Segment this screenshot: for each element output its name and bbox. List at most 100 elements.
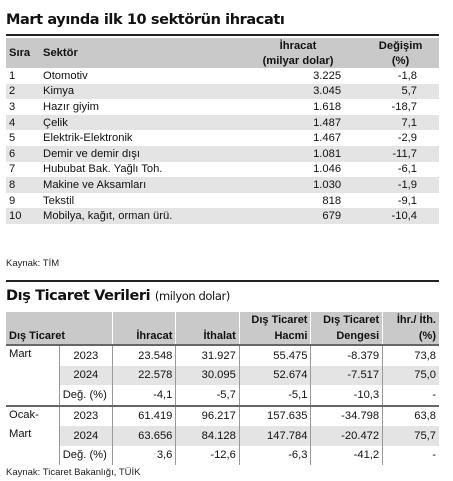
table2-subtitle: (milyon dolar): [154, 289, 230, 303]
rank-cell: 1: [6, 68, 40, 84]
period-group-label: Mart: [6, 426, 60, 446]
export-cell: 3,6: [111, 445, 176, 465]
sector-cell: Çelik: [40, 114, 241, 131]
table-row: 1 Otomotiv 3.225 -1,8: [6, 68, 439, 84]
sector-cell: Hububat Bak. Yağlı Toh.: [40, 161, 241, 178]
change-cell: -18,7: [355, 99, 439, 115]
export-cell: 63.656: [111, 426, 176, 446]
export-header: İhracat: [111, 312, 176, 345]
change-cell: -1,9: [355, 177, 439, 193]
period-group-label: [6, 365, 60, 385]
table-row: 2 Kimya 3.045 5,7: [6, 83, 439, 100]
change-header: Değişim: [355, 38, 439, 53]
volume-header-2: Hacmi: [238, 328, 311, 345]
export-cell: 3.225: [240, 68, 356, 84]
rank-header: Sıra: [6, 38, 40, 68]
ratio-cell: 63,8: [382, 404, 439, 426]
table1-header-row-2: (milyar dolar) (%): [6, 53, 439, 68]
table-row: 4 Çelik 1.487 7,1: [6, 114, 439, 131]
rank-cell: 2: [6, 83, 40, 100]
period-group-label: [6, 385, 60, 406]
table-row: Mart 2024 63.656 84.128 147.784 -20.472 75,7: [6, 426, 439, 446]
change-unit-header: (%): [355, 53, 439, 68]
rank-cell: 5: [6, 130, 40, 146]
balance-cell: -7.517: [310, 365, 383, 385]
table2-title-text: Dış Ticaret Verileri: [6, 288, 151, 304]
table-row: Değ. (%) 3,6 -12,6 -6,3 -41,2-: [6, 445, 439, 465]
volume-header: Dış Ticaret: [238, 312, 311, 328]
export-cell: -4,1: [111, 385, 176, 406]
volume-cell: 157.635: [238, 404, 311, 426]
export-cell: 679: [240, 208, 356, 224]
table2-title: Dış Ticaret Verileri (milyon dolar): [6, 288, 230, 304]
export-cell: 1.487: [240, 114, 356, 131]
export-cell: 1.618: [240, 99, 356, 115]
volume-cell: -6,3: [238, 445, 311, 465]
export-cell: 1.030: [240, 177, 356, 193]
sector-cell: Demir ve demir dışı: [40, 145, 241, 162]
table-row: 9 Tekstil 818 -9,1: [6, 192, 439, 209]
change-cell: 7,1: [355, 114, 439, 131]
change-cell: 5,7: [355, 83, 439, 100]
table1-header-row: Sıra Sektör İhracat Değişim: [6, 38, 439, 68]
import-cell: 96.217: [175, 404, 240, 426]
rank-cell: 8: [6, 177, 40, 193]
sector-header: Sektör: [40, 38, 241, 68]
change-cell: -9,1: [355, 192, 439, 209]
export-cell: 1.046: [240, 161, 356, 178]
row-label: Değ. (%): [58, 385, 113, 406]
table-row: 5 Elektrik-Elektronik 1.467 -2,9: [6, 130, 439, 146]
export-cell: 1.467: [240, 130, 356, 146]
table-row: 2024 22.578 30.095 52.674 -7.517 75,0: [6, 365, 439, 385]
balance-cell: -34.798: [310, 404, 383, 426]
ratio-header: İhr./ İth.: [382, 312, 439, 328]
row-label: 2023: [58, 344, 113, 366]
table1-top-rule: [6, 34, 439, 36]
export-header: İhracat: [240, 38, 356, 53]
import-cell: 31.927: [175, 344, 240, 366]
table-row: 8 Makine ve Aksamları 1.030 -1,9: [6, 177, 439, 193]
table-row: 7 Hububat Bak. Yağlı Toh. 1.046 -6,1: [6, 161, 439, 178]
export-cell: 61.419: [111, 404, 176, 426]
volume-cell: 55.475: [238, 344, 311, 366]
balance-header: Dış Ticaret: [310, 312, 383, 328]
import-cell: 84.128: [175, 426, 240, 446]
ratio-cell: -: [382, 445, 439, 465]
period-group-label: [6, 445, 60, 465]
ratio-cell: 73,8: [382, 344, 439, 366]
balance-cell: -41,2: [310, 445, 383, 465]
rank-cell: 4: [6, 114, 40, 131]
table-row: 10 Mobilya, kağıt, orman ürü. 679 -10,4: [6, 208, 439, 224]
sector-cell: Elektrik-Elektronik: [40, 130, 241, 146]
change-cell: -11,7: [355, 145, 439, 162]
sector-cell: Mobilya, kağıt, orman ürü.: [40, 208, 241, 224]
change-cell: -6,1: [355, 161, 439, 178]
volume-cell: 52.674: [238, 365, 311, 385]
change-cell: -10,4: [355, 208, 439, 224]
table-row: 6 Demir ve demir dışı 1.081 -11,7: [6, 145, 439, 162]
ratio-cell: 75,0: [382, 365, 439, 385]
sector-cell: Makine ve Aksamları: [40, 177, 241, 193]
table1-title: Mart ayında ilk 10 sektörün ihracatı: [6, 12, 285, 28]
ratio-cell: -: [382, 385, 439, 406]
table2-header-row-2: Hacmi Dengesi (%): [6, 328, 439, 345]
sector-cell: Otomotiv: [40, 68, 241, 84]
export-cell: 1.081: [240, 145, 356, 162]
table-row: Ocak- 2023 61.419 96.217 157.635 -34.798 63,8: [6, 404, 439, 426]
rank-cell: 7: [6, 161, 40, 178]
table1-source: Kaynak: TİM: [6, 258, 60, 269]
export-unit-header: (milyar dolar): [240, 53, 356, 68]
import-cell: -12,6: [175, 445, 240, 465]
export-cell: 22.578: [111, 365, 176, 385]
table2-source: Kaynak: Ticaret Bakanlığı, TÜİK: [6, 467, 141, 478]
change-cell: -2,9: [355, 130, 439, 146]
sector-cell: Hazır giyim: [40, 99, 241, 115]
table-row: Mart 2023 23.548 31.927 55.475 -8.379 73,8: [6, 344, 439, 366]
import-cell: 30.095: [175, 365, 240, 385]
rank-cell: 10: [6, 208, 40, 224]
balance-cell: -8.379: [310, 344, 383, 366]
import-header: İthalat: [175, 312, 240, 345]
volume-cell: 147.784: [238, 426, 311, 446]
period-group-label: Mart: [6, 344, 60, 366]
